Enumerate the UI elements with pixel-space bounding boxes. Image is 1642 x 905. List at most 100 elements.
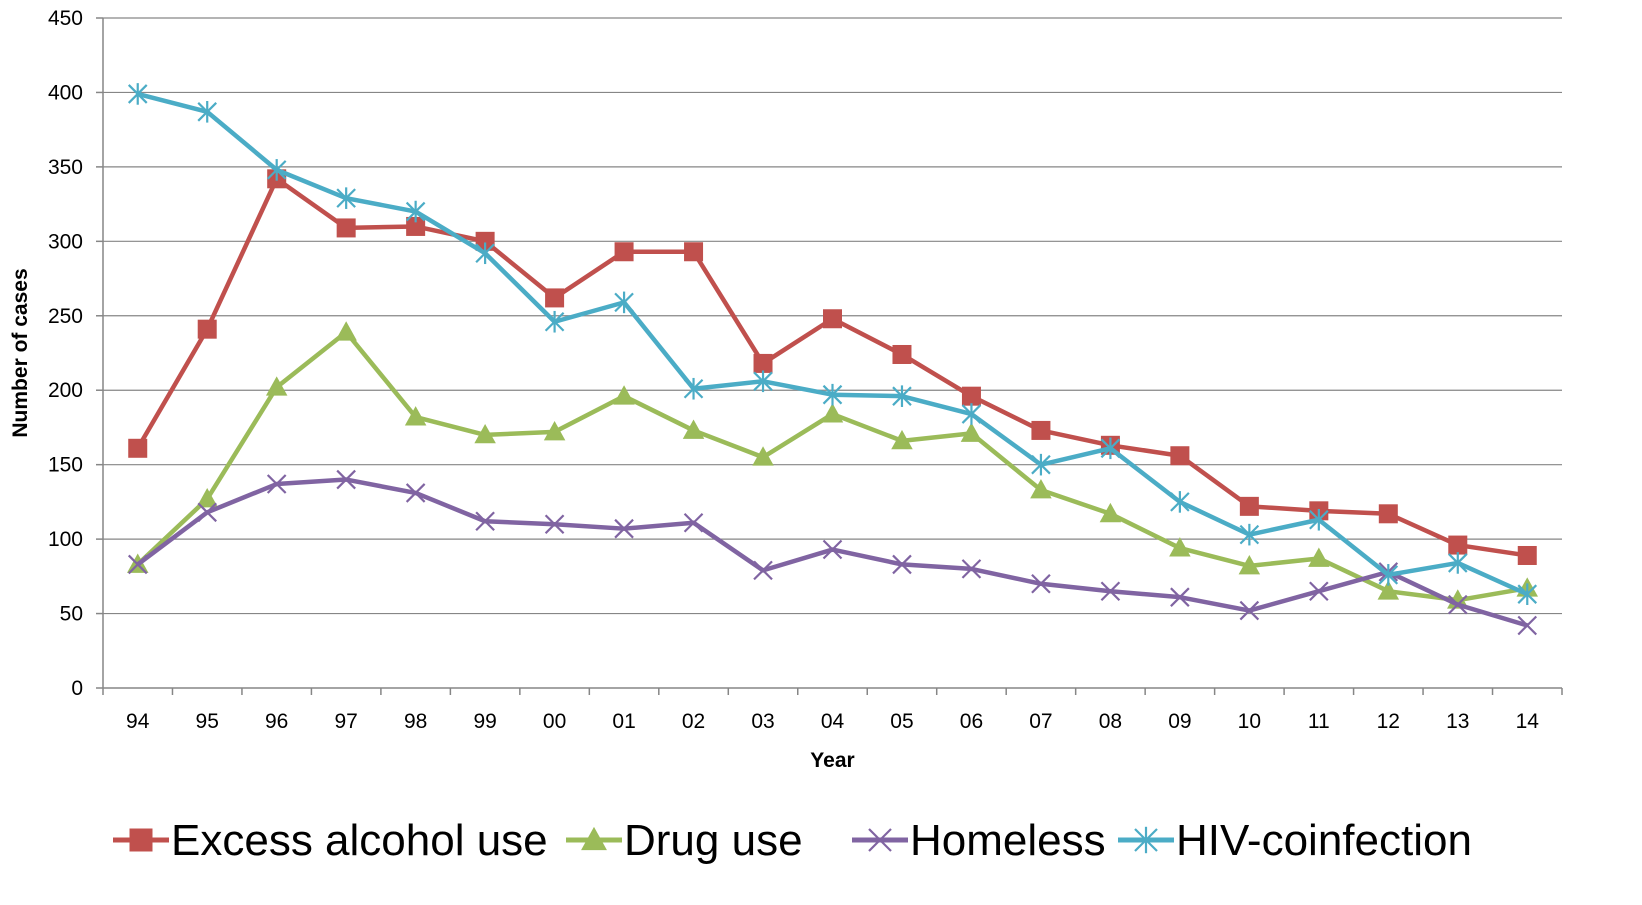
legend-item: HIV-coinfection — [1118, 816, 1472, 865]
y-tick-label: 350 — [48, 156, 83, 179]
data-point — [753, 370, 773, 393]
marker-stroke — [336, 469, 356, 490]
x-tick-label: 07 — [1029, 710, 1052, 733]
y-tick-labels: 0 50 100 150 200 250 300 350 400 450 — [48, 7, 83, 700]
x-tick-label: 12 — [1377, 710, 1400, 733]
data-point — [753, 560, 773, 581]
data-point — [892, 554, 912, 575]
y-tick-label: 450 — [48, 7, 83, 30]
legend-label: Drug use — [624, 816, 803, 865]
data-point — [1030, 479, 1052, 499]
y-tick-label: 200 — [48, 379, 83, 402]
data-point — [961, 559, 982, 579]
marker-stroke — [1309, 581, 1329, 602]
marker-stroke — [753, 560, 773, 581]
data-point — [1239, 600, 1260, 621]
data-point — [543, 420, 566, 441]
data-point — [336, 187, 356, 209]
legend-label: HIV-coinfection — [1176, 816, 1472, 865]
series-excess-alcohol-use — [128, 169, 1537, 565]
y-tick-label: 250 — [48, 305, 83, 328]
legend-label: Excess alcohol use — [171, 816, 548, 865]
data-point — [405, 483, 426, 503]
data-point — [475, 511, 495, 532]
legend: Excess alcohol use Drug use Homeless HIV-co… — [113, 816, 1472, 865]
data-point — [1517, 583, 1538, 605]
data-point — [581, 826, 607, 851]
data-point — [544, 310, 565, 333]
data-point — [1170, 491, 1190, 513]
data-point — [752, 446, 774, 466]
x-tick-label: 13 — [1446, 710, 1469, 733]
data-point — [1239, 523, 1260, 546]
legend-item: Homeless — [852, 816, 1106, 865]
y-tick-label: 300 — [48, 230, 83, 253]
data-point — [545, 288, 565, 308]
x-tick-labels: 94 95 96 97 98 99 00 01 02 03 04 05 06 07 08 09 10 11 12 13… — [126, 710, 1539, 733]
x-tick-label: 03 — [751, 710, 774, 733]
marker-stroke — [822, 539, 843, 560]
data-point — [1308, 547, 1330, 567]
data-point — [336, 218, 356, 238]
data-point — [821, 403, 844, 423]
data-point — [544, 514, 565, 535]
x-tick-label: 99 — [473, 710, 496, 733]
axes — [96, 17, 1563, 695]
data-point — [1100, 437, 1121, 460]
data-point — [1170, 587, 1190, 607]
data-point — [1448, 552, 1468, 574]
y-tick-label: 50 — [60, 603, 83, 626]
data-point — [266, 159, 287, 181]
data-point — [683, 377, 704, 400]
data-point — [197, 101, 217, 123]
data-point — [822, 539, 843, 560]
data-point — [1378, 564, 1399, 586]
marker-stroke — [1170, 587, 1190, 607]
data-point — [335, 321, 357, 341]
y-tick-label: 150 — [48, 454, 83, 477]
data-point — [892, 385, 912, 407]
marker-stroke — [683, 512, 704, 533]
marker-stroke — [127, 554, 148, 575]
data-point — [197, 502, 217, 523]
data-point — [1238, 554, 1261, 575]
data-point — [196, 487, 218, 508]
data-point — [1099, 502, 1122, 523]
legend-item: Excess alcohol use — [113, 816, 548, 865]
x-tick-label: 09 — [1168, 710, 1191, 733]
data-point — [613, 385, 635, 405]
data-point — [1378, 504, 1398, 524]
data-point — [475, 242, 495, 265]
data-point — [1448, 535, 1468, 555]
y-tick-label: 400 — [48, 81, 83, 104]
data-point — [1100, 581, 1121, 602]
x-tick-label: 02 — [682, 710, 705, 733]
y-axis-title: Number of cases — [9, 268, 32, 437]
data-point — [683, 512, 704, 533]
data-point — [404, 406, 427, 426]
marker-stroke — [475, 511, 495, 532]
series-homeless — [127, 469, 1538, 636]
data-point — [128, 438, 148, 458]
marker-stroke — [405, 483, 426, 503]
data-point — [1239, 496, 1259, 516]
x-tick-label: 08 — [1099, 710, 1122, 733]
y-tick-label: 100 — [48, 528, 83, 551]
marker-stroke — [961, 559, 982, 579]
data-point — [823, 309, 842, 329]
data-point — [961, 403, 982, 425]
y-tick-label: 0 — [71, 677, 83, 700]
data-point — [1031, 573, 1051, 594]
legend-item: Drug use — [566, 816, 803, 865]
marker-stroke — [868, 828, 892, 852]
x-tick-label: 00 — [543, 710, 566, 733]
data-point — [892, 344, 912, 364]
data-point — [1169, 537, 1191, 557]
data-point — [891, 429, 913, 450]
marker-stroke — [614, 518, 634, 539]
marker-stroke — [1448, 594, 1468, 615]
x-tick-label: 04 — [821, 710, 845, 733]
data-point — [266, 474, 287, 494]
data-point — [1448, 594, 1468, 615]
data-point — [1309, 581, 1329, 602]
